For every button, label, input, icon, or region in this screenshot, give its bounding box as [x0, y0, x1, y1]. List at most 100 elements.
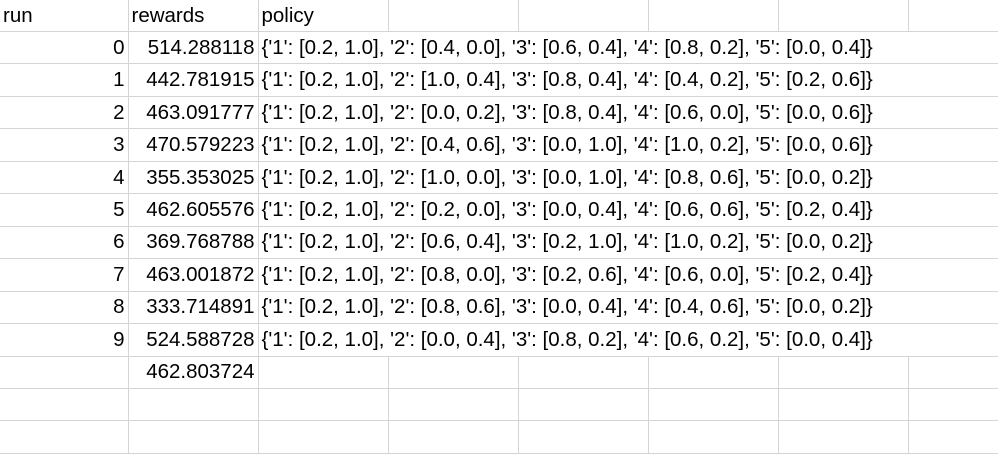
covered-cell[interactable] [518, 128, 648, 162]
empty-cell[interactable] [908, 0, 998, 32]
empty-cell[interactable] [518, 420, 649, 454]
rewards-cell[interactable]: 514.288118 [128, 31, 259, 65]
policy-cell[interactable]: {'1': [0.2, 1.0], '2': [0.8, 0.6], '3': … [258, 291, 873, 325]
empty-cell[interactable] [258, 356, 389, 389]
covered-cell[interactable] [648, 31, 778, 65]
policy-cell[interactable]: {'1': [0.2, 1.0], '2': [0.4, 0.0], '3': … [258, 31, 873, 65]
run-cell[interactable]: 1 [0, 63, 129, 97]
empty-cell[interactable] [0, 356, 129, 389]
header-cell-run[interactable]: run [0, 0, 129, 32]
empty-cell[interactable] [778, 388, 909, 422]
empty-cell[interactable] [908, 420, 998, 454]
covered-cell[interactable] [648, 63, 778, 97]
run-cell[interactable]: 5 [0, 193, 129, 227]
covered-cell[interactable] [518, 31, 648, 65]
empty-cell[interactable] [388, 356, 519, 389]
empty-cell[interactable] [908, 356, 998, 389]
run-cell[interactable]: 7 [0, 258, 129, 292]
rewards-cell[interactable]: 355.353025 [128, 161, 259, 195]
rewards-cell[interactable]: 463.091777 [128, 96, 259, 130]
empty-cell[interactable] [778, 420, 909, 454]
run-cell[interactable]: 2 [0, 96, 129, 130]
covered-cell[interactable] [908, 161, 998, 195]
empty-cell[interactable] [388, 0, 519, 32]
covered-cell[interactable] [388, 31, 518, 65]
covered-cell[interactable] [908, 226, 998, 260]
covered-cell[interactable] [388, 323, 518, 357]
covered-cell[interactable] [518, 96, 648, 130]
rewards-cell[interactable]: 442.781915 [128, 63, 259, 97]
empty-cell[interactable] [518, 356, 649, 389]
covered-cell[interactable] [648, 161, 778, 195]
covered-cell[interactable] [518, 258, 648, 292]
empty-cell[interactable] [128, 388, 259, 422]
covered-cell[interactable] [908, 128, 998, 162]
empty-cell[interactable] [778, 356, 909, 389]
covered-cell[interactable] [518, 193, 648, 227]
empty-cell[interactable] [648, 388, 779, 422]
rewards-cell[interactable]: 462.605576 [128, 193, 259, 227]
covered-cell[interactable] [908, 323, 998, 357]
covered-cell[interactable] [648, 258, 778, 292]
covered-cell[interactable] [388, 63, 518, 97]
policy-cell[interactable]: {'1': [0.2, 1.0], '2': [1.0, 0.4], '3': … [258, 63, 873, 97]
empty-cell[interactable] [258, 420, 389, 454]
covered-cell[interactable] [388, 193, 518, 227]
empty-cell[interactable] [648, 356, 779, 389]
covered-cell[interactable] [778, 258, 908, 292]
policy-cell[interactable]: {'1': [0.2, 1.0], '2': [0.2, 0.0], '3': … [258, 193, 873, 227]
covered-cell[interactable] [908, 291, 998, 325]
empty-cell[interactable] [518, 388, 649, 422]
policy-cell[interactable]: {'1': [0.2, 1.0], '2': [0.6, 0.4], '3': … [258, 226, 873, 260]
covered-cell[interactable] [388, 128, 518, 162]
empty-cell[interactable] [0, 420, 129, 454]
rewards-cell[interactable]: 463.001872 [128, 258, 259, 292]
policy-cell[interactable]: {'1': [0.2, 1.0], '2': [0.4, 0.6], '3': … [258, 128, 873, 162]
rewards-cell[interactable]: 470.579223 [128, 128, 259, 162]
covered-cell[interactable] [778, 31, 908, 65]
covered-cell[interactable] [388, 96, 518, 130]
covered-cell[interactable] [648, 323, 778, 357]
empty-cell[interactable] [388, 420, 519, 454]
covered-cell[interactable] [518, 323, 648, 357]
empty-cell[interactable] [258, 388, 389, 422]
policy-cell[interactable]: {'1': [0.2, 1.0], '2': [0.0, 0.4], '3': … [258, 323, 873, 357]
covered-cell[interactable] [778, 291, 908, 325]
covered-cell[interactable] [648, 193, 778, 227]
empty-cell[interactable] [908, 388, 998, 422]
covered-cell[interactable] [648, 96, 778, 130]
covered-cell[interactable] [518, 226, 648, 260]
policy-cell[interactable]: {'1': [0.2, 1.0], '2': [0.0, 0.2], '3': … [258, 96, 873, 130]
covered-cell[interactable] [778, 323, 908, 357]
covered-cell[interactable] [388, 161, 518, 195]
empty-cell[interactable] [778, 0, 909, 32]
covered-cell[interactable] [908, 258, 998, 292]
run-cell[interactable]: 6 [0, 226, 129, 260]
covered-cell[interactable] [518, 161, 648, 195]
covered-cell[interactable] [648, 226, 778, 260]
rewards-cell[interactable]: 369.768788 [128, 226, 259, 260]
covered-cell[interactable] [908, 96, 998, 130]
covered-cell[interactable] [648, 291, 778, 325]
covered-cell[interactable] [908, 31, 998, 65]
empty-cell[interactable] [0, 388, 129, 422]
covered-cell[interactable] [388, 258, 518, 292]
covered-cell[interactable] [778, 128, 908, 162]
rewards-mean-cell[interactable]: 462.803724 [128, 356, 259, 389]
policy-cell[interactable]: {'1': [0.2, 1.0], '2': [1.0, 0.0], '3': … [258, 161, 873, 195]
run-cell[interactable]: 0 [0, 31, 129, 65]
covered-cell[interactable] [908, 63, 998, 97]
rewards-cell[interactable]: 524.588728 [128, 323, 259, 357]
empty-cell[interactable] [518, 0, 649, 32]
empty-cell[interactable] [128, 420, 259, 454]
header-cell-rewards[interactable]: rewards [128, 0, 259, 32]
policy-cell[interactable]: {'1': [0.2, 1.0], '2': [0.8, 0.0], '3': … [258, 258, 873, 292]
covered-cell[interactable] [778, 193, 908, 227]
covered-cell[interactable] [518, 63, 648, 97]
covered-cell[interactable] [518, 291, 648, 325]
covered-cell[interactable] [648, 128, 778, 162]
covered-cell[interactable] [778, 226, 908, 260]
covered-cell[interactable] [778, 161, 908, 195]
run-cell[interactable]: 9 [0, 323, 129, 357]
empty-cell[interactable] [648, 0, 779, 32]
